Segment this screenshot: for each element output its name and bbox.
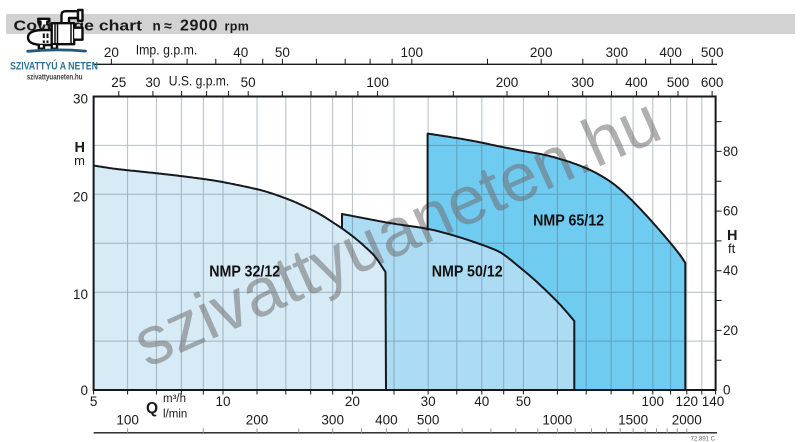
svg-text:5: 5 (90, 394, 98, 409)
svg-text:300: 300 (571, 75, 594, 90)
svg-text:400: 400 (659, 45, 682, 60)
svg-text:l/min: l/min (163, 409, 187, 421)
svg-text:30: 30 (145, 75, 160, 90)
svg-text:20: 20 (104, 45, 119, 60)
svg-text:100: 100 (401, 45, 424, 60)
svg-text:m: m (74, 153, 85, 168)
svg-text:2000: 2000 (672, 413, 702, 428)
svg-text:50: 50 (516, 394, 531, 409)
svg-text:SZIVATTYÚ A NETEN: SZIVATTYÚ A NETEN (10, 60, 98, 73)
svg-text:20: 20 (73, 189, 88, 204)
svg-text:10: 10 (73, 287, 88, 302)
svg-text:400: 400 (375, 413, 398, 428)
svg-text:50: 50 (275, 45, 290, 60)
svg-text:80: 80 (723, 144, 738, 159)
svg-text:40: 40 (474, 394, 489, 409)
svg-text:0: 0 (723, 383, 731, 398)
svg-text:szivattyuaneten.hu: szivattyuaneten.hu (27, 72, 83, 81)
svg-text:20: 20 (723, 323, 738, 338)
svg-text:NMP 32/12: NMP 32/12 (209, 264, 280, 281)
svg-text:30: 30 (73, 92, 88, 107)
svg-text:60: 60 (723, 204, 738, 219)
svg-text:10: 10 (215, 394, 230, 409)
svg-text:300: 300 (606, 45, 629, 60)
svg-text:140: 140 (702, 394, 725, 409)
svg-text:H: H (75, 140, 85, 156)
svg-text:2900: 2900 (180, 17, 218, 34)
svg-text:Imp. g.p.m.: Imp. g.p.m. (136, 43, 198, 58)
svg-text:NMP 65/12: NMP 65/12 (533, 213, 604, 230)
svg-text:100: 100 (366, 75, 389, 90)
svg-text:1500: 1500 (618, 413, 648, 428)
svg-text:0: 0 (80, 383, 88, 398)
svg-text:100: 100 (116, 413, 139, 428)
svg-text:50: 50 (241, 75, 256, 90)
svg-text:200: 200 (496, 75, 519, 90)
svg-text:40: 40 (723, 263, 738, 278)
svg-text:NMP 50/12: NMP 50/12 (432, 264, 503, 281)
svg-text:m³/h: m³/h (163, 393, 186, 405)
svg-text:600: 600 (701, 75, 724, 90)
svg-text:25: 25 (111, 75, 126, 90)
svg-text:200: 200 (246, 413, 269, 428)
svg-text:500: 500 (701, 45, 724, 60)
svg-text:Q: Q (146, 400, 158, 417)
svg-text:500: 500 (667, 75, 690, 90)
svg-text:300: 300 (321, 413, 344, 428)
svg-text:40: 40 (233, 45, 248, 60)
svg-text:100: 100 (642, 394, 665, 409)
svg-text:500: 500 (417, 413, 440, 428)
svg-text:U.S. g.p.m.: U.S. g.p.m. (169, 74, 230, 89)
svg-text:400: 400 (625, 75, 648, 90)
svg-text:200: 200 (530, 45, 553, 60)
svg-text:20: 20 (345, 394, 360, 409)
svg-text:1000: 1000 (542, 413, 572, 428)
svg-text:H: H (727, 228, 737, 244)
svg-text:30: 30 (421, 394, 436, 409)
svg-text:72.891 C: 72.891 C (691, 437, 716, 442)
svg-text:ft: ft (728, 241, 736, 256)
svg-text:rpm: rpm (225, 19, 250, 33)
svg-text:n: n (153, 18, 161, 33)
svg-text:≈: ≈ (164, 17, 172, 33)
svg-text:120: 120 (676, 394, 699, 409)
